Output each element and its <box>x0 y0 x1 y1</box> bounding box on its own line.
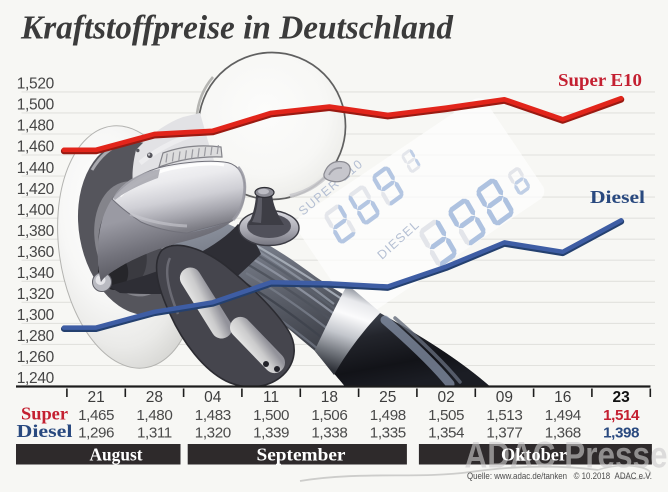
svg-text:1,380: 1,380 <box>17 223 55 240</box>
svg-text:September: September <box>257 445 346 465</box>
svg-text:1,280: 1,280 <box>17 328 55 345</box>
svg-text:1,494: 1,494 <box>545 407 581 424</box>
svg-text:1,360: 1,360 <box>17 244 55 261</box>
svg-text:1,300: 1,300 <box>17 307 55 324</box>
svg-text:1,465: 1,465 <box>78 407 114 424</box>
svg-text:1,311: 1,311 <box>137 425 172 442</box>
svg-text:Quelle: www.adac.de/tanken ©: Quelle: www.adac.de/tanken © 10.2018 ADA… <box>467 471 652 482</box>
svg-text:1,398: 1,398 <box>603 425 639 442</box>
svg-text:Super E10: Super E10 <box>558 70 642 90</box>
svg-text:Diesel: Diesel <box>590 187 645 207</box>
svg-text:18: 18 <box>321 389 338 406</box>
svg-text:1,400: 1,400 <box>17 202 55 219</box>
svg-text:11: 11 <box>263 389 279 406</box>
svg-text:1,505: 1,505 <box>428 407 464 424</box>
svg-text:1,480: 1,480 <box>17 118 55 135</box>
svg-text:Diesel: Diesel <box>17 421 73 441</box>
svg-text:1,500: 1,500 <box>17 97 55 114</box>
svg-text:23: 23 <box>612 389 630 406</box>
svg-text:1,340: 1,340 <box>17 265 55 282</box>
svg-text:28: 28 <box>146 389 163 406</box>
svg-text:1,480: 1,480 <box>136 407 172 424</box>
svg-text:1,513: 1,513 <box>486 407 522 424</box>
svg-text:ADAC Presse: ADAC Presse <box>465 435 668 476</box>
svg-text:1,368: 1,368 <box>545 425 581 442</box>
svg-text:1,354: 1,354 <box>428 425 464 442</box>
svg-text:02: 02 <box>437 389 454 406</box>
svg-text:1,240: 1,240 <box>17 370 55 387</box>
svg-text:1,498: 1,498 <box>370 407 406 424</box>
svg-text:1,320: 1,320 <box>195 425 231 442</box>
svg-text:1,500: 1,500 <box>253 407 289 424</box>
svg-text:25: 25 <box>379 389 396 406</box>
svg-text:1,320: 1,320 <box>17 286 55 303</box>
svg-text:04: 04 <box>204 389 222 406</box>
svg-text:1,296: 1,296 <box>78 425 114 442</box>
svg-text:1,335: 1,335 <box>370 425 406 442</box>
svg-text:1,483: 1,483 <box>195 407 231 424</box>
svg-text:1,339: 1,339 <box>253 425 289 442</box>
svg-text:21: 21 <box>87 389 104 406</box>
svg-text:Oktober: Oktober <box>501 445 567 465</box>
svg-text:09: 09 <box>496 389 513 406</box>
svg-text:1,260: 1,260 <box>17 349 55 366</box>
svg-text:1,420: 1,420 <box>17 181 55 198</box>
svg-text:1,338: 1,338 <box>311 425 347 442</box>
svg-text:16: 16 <box>554 389 571 406</box>
svg-text:1,377: 1,377 <box>486 425 522 442</box>
svg-text:1,440: 1,440 <box>17 160 55 177</box>
svg-text:Kraftstoffpreise in Deutschlan: Kraftstoffpreise in Deutschland <box>20 10 454 47</box>
svg-text:Super: Super <box>21 404 68 424</box>
svg-text:1,506: 1,506 <box>311 407 347 424</box>
svg-text:1,520: 1,520 <box>17 76 55 93</box>
svg-text:1,460: 1,460 <box>17 139 55 156</box>
svg-text:1,514: 1,514 <box>603 407 640 424</box>
svg-text:August: August <box>90 445 143 465</box>
